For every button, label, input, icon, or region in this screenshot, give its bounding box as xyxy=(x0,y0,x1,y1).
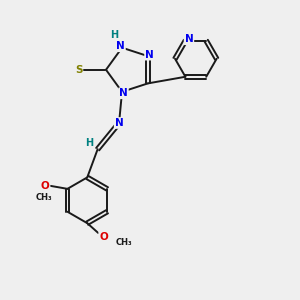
Text: S: S xyxy=(75,65,82,75)
Text: O: O xyxy=(41,181,50,191)
Text: N: N xyxy=(116,41,125,51)
Text: N: N xyxy=(145,50,154,60)
Text: CH₃: CH₃ xyxy=(35,193,52,202)
Text: O: O xyxy=(99,232,108,242)
Text: N: N xyxy=(119,88,128,98)
Text: CH₃: CH₃ xyxy=(116,238,133,247)
Text: H: H xyxy=(110,30,119,40)
Text: N: N xyxy=(115,118,123,128)
Text: H: H xyxy=(85,138,93,148)
Text: N: N xyxy=(184,34,194,44)
